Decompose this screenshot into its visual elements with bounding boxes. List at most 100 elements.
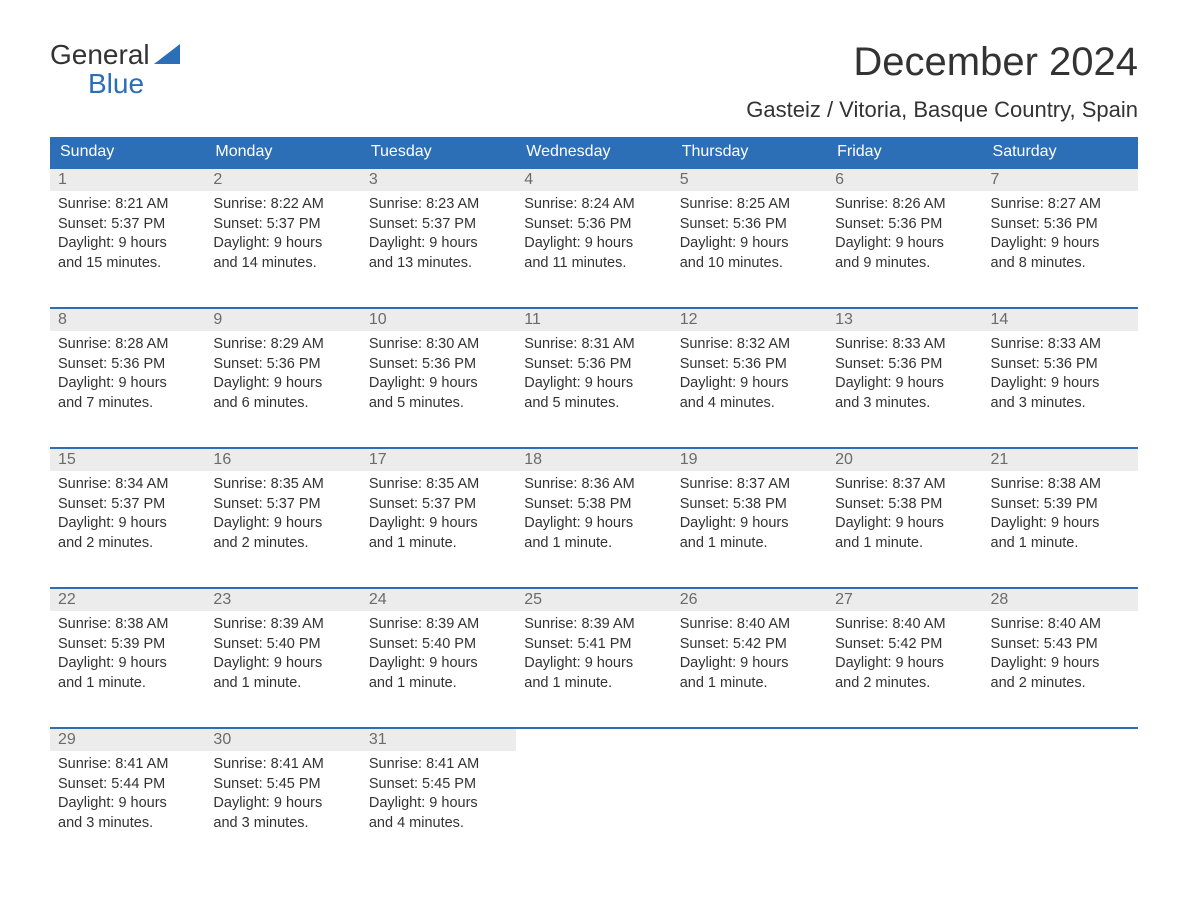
- daylight2-text: and 7 minutes.: [58, 394, 197, 414]
- day-cell: 28Sunrise: 8:40 AMSunset: 5:43 PMDayligh…: [983, 589, 1138, 709]
- daylight1-text: Daylight: 9 hours: [835, 654, 974, 674]
- day-body: Sunrise: 8:39 AMSunset: 5:41 PMDaylight:…: [516, 611, 671, 697]
- sunrise-text: Sunrise: 8:35 AM: [369, 475, 508, 495]
- day-cell: 19Sunrise: 8:37 AMSunset: 5:38 PMDayligh…: [672, 449, 827, 569]
- day-body: Sunrise: 8:36 AMSunset: 5:38 PMDaylight:…: [516, 471, 671, 557]
- day-cell: 20Sunrise: 8:37 AMSunset: 5:38 PMDayligh…: [827, 449, 982, 569]
- sunset-text: Sunset: 5:36 PM: [680, 215, 819, 235]
- day-number: 28: [983, 589, 1138, 611]
- day-body: Sunrise: 8:40 AMSunset: 5:43 PMDaylight:…: [983, 611, 1138, 697]
- day-body: Sunrise: 8:26 AMSunset: 5:36 PMDaylight:…: [827, 191, 982, 277]
- day-number: 31: [361, 729, 516, 751]
- day-body: Sunrise: 8:41 AMSunset: 5:45 PMDaylight:…: [361, 751, 516, 837]
- daylight2-text: and 1 minute.: [369, 534, 508, 554]
- daylight1-text: Daylight: 9 hours: [835, 234, 974, 254]
- logo-text-2: Blue: [50, 69, 180, 98]
- sunrise-text: Sunrise: 8:38 AM: [58, 615, 197, 635]
- day-body: Sunrise: 8:33 AMSunset: 5:36 PMDaylight:…: [827, 331, 982, 417]
- daylight1-text: Daylight: 9 hours: [524, 514, 663, 534]
- daylight2-text: and 8 minutes.: [991, 254, 1130, 274]
- week-row: 15Sunrise: 8:34 AMSunset: 5:37 PMDayligh…: [50, 447, 1138, 569]
- week-row: 1Sunrise: 8:21 AMSunset: 5:37 PMDaylight…: [50, 167, 1138, 289]
- day-number: 5: [672, 169, 827, 191]
- daylight2-text: and 11 minutes.: [524, 254, 663, 274]
- header: General Blue December 2024 Gasteiz / Vit…: [50, 40, 1138, 123]
- daylight1-text: Daylight: 9 hours: [213, 374, 352, 394]
- sunrise-text: Sunrise: 8:25 AM: [680, 195, 819, 215]
- day-number: 15: [50, 449, 205, 471]
- dow-wednesday: Wednesday: [516, 137, 671, 167]
- day-body: Sunrise: 8:38 AMSunset: 5:39 PMDaylight:…: [50, 611, 205, 697]
- sunrise-text: Sunrise: 8:27 AM: [991, 195, 1130, 215]
- daylight1-text: Daylight: 9 hours: [524, 374, 663, 394]
- day-number: 4: [516, 169, 671, 191]
- day-body: Sunrise: 8:29 AMSunset: 5:36 PMDaylight:…: [205, 331, 360, 417]
- day-number: 29: [50, 729, 205, 751]
- sunrise-text: Sunrise: 8:21 AM: [58, 195, 197, 215]
- day-number: 16: [205, 449, 360, 471]
- sunrise-text: Sunrise: 8:33 AM: [835, 335, 974, 355]
- sunset-text: Sunset: 5:37 PM: [58, 495, 197, 515]
- daylight2-text: and 1 minute.: [524, 674, 663, 694]
- sunrise-text: Sunrise: 8:22 AM: [213, 195, 352, 215]
- daylight2-text: and 1 minute.: [680, 674, 819, 694]
- day-body: Sunrise: 8:30 AMSunset: 5:36 PMDaylight:…: [361, 331, 516, 417]
- sunrise-text: Sunrise: 8:39 AM: [213, 615, 352, 635]
- day-number: 13: [827, 309, 982, 331]
- sunset-text: Sunset: 5:40 PM: [213, 635, 352, 655]
- day-number: 22: [50, 589, 205, 611]
- day-number: 23: [205, 589, 360, 611]
- day-number: 7: [983, 169, 1138, 191]
- day-body: Sunrise: 8:33 AMSunset: 5:36 PMDaylight:…: [983, 331, 1138, 417]
- day-body: Sunrise: 8:40 AMSunset: 5:42 PMDaylight:…: [672, 611, 827, 697]
- day-cell: 4Sunrise: 8:24 AMSunset: 5:36 PMDaylight…: [516, 169, 671, 289]
- sunset-text: Sunset: 5:36 PM: [524, 355, 663, 375]
- daylight1-text: Daylight: 9 hours: [991, 374, 1130, 394]
- sunrise-text: Sunrise: 8:37 AM: [835, 475, 974, 495]
- day-number: 10: [361, 309, 516, 331]
- daylight1-text: Daylight: 9 hours: [835, 374, 974, 394]
- day-body: Sunrise: 8:39 AMSunset: 5:40 PMDaylight:…: [361, 611, 516, 697]
- day-cell: 23Sunrise: 8:39 AMSunset: 5:40 PMDayligh…: [205, 589, 360, 709]
- day-cell: 30Sunrise: 8:41 AMSunset: 5:45 PMDayligh…: [205, 729, 360, 849]
- daylight2-text: and 3 minutes.: [991, 394, 1130, 414]
- sunrise-text: Sunrise: 8:41 AM: [213, 755, 352, 775]
- day-cell: 6Sunrise: 8:26 AMSunset: 5:36 PMDaylight…: [827, 169, 982, 289]
- day-number: 8: [50, 309, 205, 331]
- daylight2-text: and 1 minute.: [213, 674, 352, 694]
- day-body: Sunrise: 8:40 AMSunset: 5:42 PMDaylight:…: [827, 611, 982, 697]
- sunrise-text: Sunrise: 8:35 AM: [213, 475, 352, 495]
- logo-text-1: General: [50, 40, 150, 69]
- day-body: Sunrise: 8:21 AMSunset: 5:37 PMDaylight:…: [50, 191, 205, 277]
- day-body: Sunrise: 8:23 AMSunset: 5:37 PMDaylight:…: [361, 191, 516, 277]
- daylight2-text: and 2 minutes.: [213, 534, 352, 554]
- daylight1-text: Daylight: 9 hours: [991, 234, 1130, 254]
- day-cell: 25Sunrise: 8:39 AMSunset: 5:41 PMDayligh…: [516, 589, 671, 709]
- daylight2-text: and 2 minutes.: [58, 534, 197, 554]
- day-body: Sunrise: 8:41 AMSunset: 5:45 PMDaylight:…: [205, 751, 360, 837]
- daylight1-text: Daylight: 9 hours: [58, 654, 197, 674]
- sunset-text: Sunset: 5:44 PM: [58, 775, 197, 795]
- sunrise-text: Sunrise: 8:26 AM: [835, 195, 974, 215]
- daylight1-text: Daylight: 9 hours: [524, 234, 663, 254]
- day-cell: 8Sunrise: 8:28 AMSunset: 5:36 PMDaylight…: [50, 309, 205, 429]
- dow-tuesday: Tuesday: [361, 137, 516, 167]
- sunset-text: Sunset: 5:42 PM: [835, 635, 974, 655]
- daylight2-text: and 1 minute.: [835, 534, 974, 554]
- sunrise-text: Sunrise: 8:24 AM: [524, 195, 663, 215]
- daylight2-text: and 3 minutes.: [835, 394, 974, 414]
- daylight1-text: Daylight: 9 hours: [991, 514, 1130, 534]
- triangle-icon: [154, 40, 180, 69]
- empty-cell: [516, 729, 671, 849]
- sunset-text: Sunset: 5:40 PM: [369, 635, 508, 655]
- daylight1-text: Daylight: 9 hours: [680, 234, 819, 254]
- day-cell: 15Sunrise: 8:34 AMSunset: 5:37 PMDayligh…: [50, 449, 205, 569]
- day-cell: 29Sunrise: 8:41 AMSunset: 5:44 PMDayligh…: [50, 729, 205, 849]
- day-body: Sunrise: 8:41 AMSunset: 5:44 PMDaylight:…: [50, 751, 205, 837]
- day-body: Sunrise: 8:25 AMSunset: 5:36 PMDaylight:…: [672, 191, 827, 277]
- day-cell: 26Sunrise: 8:40 AMSunset: 5:42 PMDayligh…: [672, 589, 827, 709]
- daylight2-text: and 1 minute.: [680, 534, 819, 554]
- daylight2-text: and 13 minutes.: [369, 254, 508, 274]
- sunset-text: Sunset: 5:37 PM: [369, 215, 508, 235]
- day-body: Sunrise: 8:27 AMSunset: 5:36 PMDaylight:…: [983, 191, 1138, 277]
